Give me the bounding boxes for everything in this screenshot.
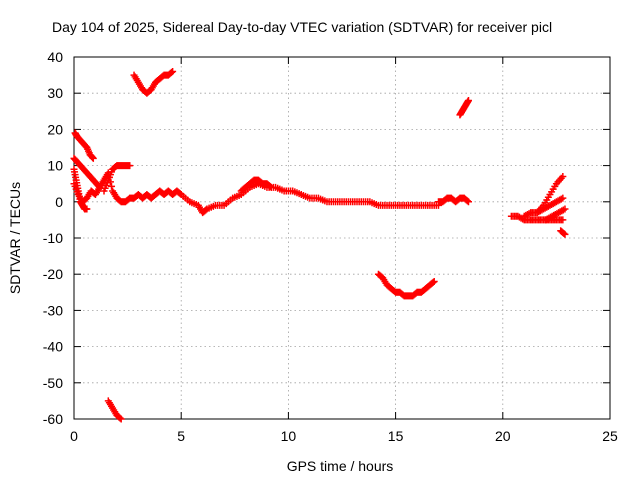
series-arc-evening-c: [533, 172, 567, 217]
y-axis-label: SDTVAR / TECUs: [7, 182, 23, 294]
data-point: [561, 230, 569, 238]
y-tick-label: 0: [55, 194, 63, 210]
y-tick-label: -60: [43, 411, 63, 427]
data-point: [464, 96, 472, 104]
data-point: [559, 216, 567, 224]
series-arc-evening-d: [542, 205, 569, 224]
x-tick-label: 0: [70, 428, 78, 444]
y-tick-label: -10: [43, 230, 63, 246]
y-tick-label: -40: [43, 339, 63, 355]
data-point: [561, 205, 569, 213]
axis-ticks: -60 -50 -40 -30 -20 -10 0 10 20 30 40 0 5 10 15 20 25: [43, 49, 618, 444]
x-tick-label: 5: [177, 428, 185, 444]
y-tick-label: 20: [47, 121, 63, 137]
data-point: [464, 198, 472, 206]
x-tick-label: 20: [495, 428, 511, 444]
data-point: [266, 182, 274, 190]
series-arc-late-high: [456, 96, 472, 119]
data-point: [559, 172, 567, 180]
data-point: [168, 68, 176, 76]
series-arc-early-low: [70, 165, 91, 213]
y-tick-label: 40: [47, 49, 63, 65]
gridlines: [74, 57, 610, 419]
data-point: [108, 182, 116, 190]
data-point: [463, 197, 471, 205]
data-points: [70, 67, 569, 423]
data-point: [430, 277, 438, 285]
series-arc-early-rise: [100, 162, 134, 195]
data-point: [169, 67, 177, 75]
series-arc-midday-upper: [237, 176, 275, 195]
data-point: [83, 205, 91, 213]
data-point: [117, 415, 125, 423]
series-arc-evening-tail: [557, 227, 569, 238]
series-arc-high-left: [130, 67, 177, 97]
series-arc-early-high: [71, 129, 97, 162]
y-tick-label: -50: [43, 375, 63, 391]
data-point: [116, 414, 124, 422]
x-axis-label: GPS time / hours: [287, 458, 394, 474]
data-point: [88, 153, 96, 161]
data-point: [96, 183, 104, 191]
data-point: [126, 162, 134, 170]
data-point: [429, 278, 437, 286]
series-arc-midday: [177, 180, 442, 217]
series-arc-late-flat: [434, 194, 472, 206]
series-arc-early-mid: [70, 154, 104, 191]
y-tick-label: 10: [47, 158, 63, 174]
x-tick-label: 15: [388, 428, 404, 444]
series-arc-early-dip: [104, 397, 125, 423]
data-point: [267, 183, 275, 191]
data-point: [560, 229, 568, 237]
data-point: [95, 182, 103, 190]
series-arc-late-trough: [374, 270, 438, 300]
y-tick-label: -20: [43, 266, 63, 282]
x-tick-label: 10: [281, 428, 297, 444]
x-tick-label: 25: [602, 428, 618, 444]
series-arc-main-early: [70, 169, 185, 206]
data-point: [559, 194, 567, 202]
chart-title: Day 104 of 2025, Sidereal Day-to-day VTE…: [52, 19, 552, 35]
y-tick-label: 30: [47, 85, 63, 101]
y-tick-label: -30: [43, 302, 63, 318]
data-point: [89, 154, 97, 162]
